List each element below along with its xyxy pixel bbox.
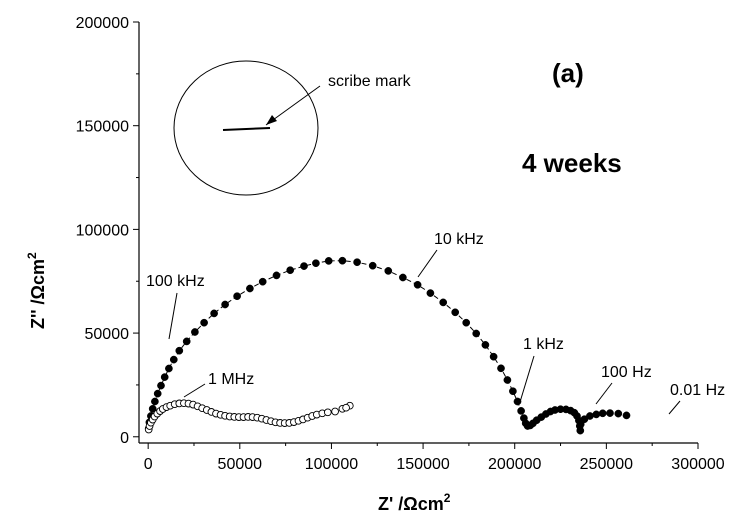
data-point-filled <box>182 337 191 346</box>
data-point-filled <box>399 273 407 282</box>
data-point-filled <box>165 364 173 373</box>
data-point-filled <box>312 259 320 268</box>
data-point-filled <box>451 308 460 317</box>
scribe-mark-inset: scribe mark <box>173 60 412 196</box>
x-tick-label: 50000 <box>218 456 263 473</box>
data-point-filled <box>191 328 199 336</box>
data-point-filled <box>517 407 525 415</box>
data-point-filled <box>221 300 229 309</box>
axes: 0 50000 100000 150000 200000 250000 300000 0 500… <box>76 15 725 473</box>
data-point-filled <box>497 364 505 373</box>
data-point-filled <box>210 309 218 318</box>
data-point-filled <box>614 409 623 418</box>
data-point-filled <box>481 341 490 349</box>
x-tick-label: 150000 <box>396 456 449 473</box>
y-tick-label: 0 <box>120 430 129 447</box>
x-tick-label: 200000 <box>488 456 541 473</box>
data-point-open <box>342 403 350 412</box>
freq-pointer-100hz <box>595 382 613 405</box>
freq-label-100khz: 100 kHz <box>146 273 205 290</box>
freq-label-100hz: 100 Hz <box>601 364 652 381</box>
freq-pointer-001hz <box>668 400 681 415</box>
freq-label-10khz: 10 kHz <box>434 231 484 248</box>
data-point-filled <box>503 376 512 384</box>
freq-pointer-1mhz <box>183 383 206 398</box>
data-point-filled <box>606 409 614 417</box>
duration-label: 4 weeks <box>522 148 622 178</box>
y-tick-label: 50000 <box>85 326 130 343</box>
data-point-filled <box>153 389 162 398</box>
x-tick-label: 0 <box>144 456 153 473</box>
arrowhead-icon <box>266 115 277 125</box>
data-point-filled <box>472 329 481 338</box>
data-point-filled <box>413 280 422 289</box>
data-point-filled <box>462 318 471 327</box>
data-point-filled <box>175 346 184 355</box>
data-point-filled <box>592 410 601 419</box>
freq-label-1mhz: 1 MHz <box>208 371 254 388</box>
freq-pointer-1khz <box>519 355 535 403</box>
data-point-filled <box>286 266 295 275</box>
y-tick-label: 150000 <box>76 119 129 136</box>
x-tick-label: 300000 <box>671 456 724 473</box>
data-point-filled <box>509 387 517 396</box>
freq-pointer-10khz <box>417 249 438 278</box>
sample-circle <box>173 60 319 196</box>
data-point-filled <box>353 258 361 267</box>
data-point-open <box>323 408 332 417</box>
panel-label: (a) <box>552 58 584 88</box>
data-point-filled <box>439 298 448 307</box>
data-point-filled <box>258 277 267 286</box>
y-tick-label: 100000 <box>76 222 129 239</box>
x-axis-title: Z' /Ωcm2 <box>378 491 451 514</box>
x-tick-label: 250000 <box>580 456 633 473</box>
data-point-filled <box>160 373 169 381</box>
frequency-annotations: 100 kHz 10 kHz 1 kHz 100 Hz 0.01 Hz 1 MH… <box>146 231 725 415</box>
data-point-filled <box>489 352 498 361</box>
data-point-filled <box>426 289 435 297</box>
series-points <box>144 256 631 435</box>
data-point-filled <box>169 355 178 364</box>
data-point-filled <box>324 257 333 265</box>
data-point-filled <box>233 292 241 301</box>
data-point-filled <box>368 261 377 270</box>
data-point-filled <box>300 262 308 270</box>
data-point-filled <box>338 256 347 265</box>
data-point-filled <box>272 271 281 280</box>
freq-pointer-100khz <box>168 292 178 340</box>
data-point-open <box>331 407 339 416</box>
scribe-line <box>222 127 271 131</box>
data-point-filled <box>200 318 208 327</box>
inset-label: scribe mark <box>328 73 412 90</box>
data-point-filled <box>513 397 522 406</box>
data-point-filled <box>384 267 393 275</box>
data-point-filled <box>622 411 631 420</box>
y-axis-title: Z'' /Ωcm2 <box>25 252 48 329</box>
y-tick-label: 200000 <box>76 15 129 32</box>
data-point-filled <box>157 381 165 390</box>
x-tick-label: 100000 <box>305 456 358 473</box>
data-point-filled <box>586 412 594 420</box>
data-point-filled <box>151 397 159 406</box>
freq-label-1khz: 1 kHz <box>523 336 564 353</box>
data-point-filled <box>246 284 254 293</box>
data-point-filled <box>598 409 607 418</box>
freq-label-001hz: 0.01 Hz <box>670 382 725 399</box>
data-point-filled <box>148 404 157 413</box>
scribe-arrow <box>265 85 321 126</box>
